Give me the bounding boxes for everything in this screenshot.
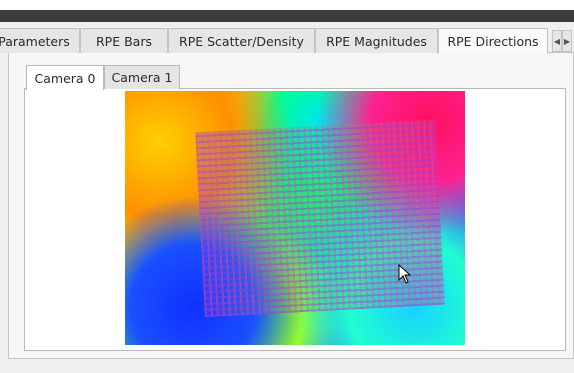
- scroll-left[interactable]: ◀: [552, 30, 562, 52]
- tab[interactable]: RPE Magnitudes: [315, 28, 438, 53]
- tab[interactable]: Parameters: [0, 28, 80, 53]
- tab[interactable]: RPE Bars: [80, 28, 168, 53]
- title-area: [0, 0, 574, 10]
- subtab[interactable]: Camera 1: [104, 65, 180, 89]
- tab-selected[interactable]: RPE Directions: [438, 28, 548, 54]
- mouse-cursor: [398, 264, 412, 284]
- scroll-right[interactable]: ▶: [562, 30, 572, 52]
- subtab-selected[interactable]: Camera 0: [26, 65, 104, 90]
- arrow-field: [195, 120, 444, 317]
- toolbar: [0, 10, 574, 22]
- tab[interactable]: RPE Scatter/Density: [168, 28, 315, 53]
- rpe-direction-image: [125, 91, 465, 345]
- window: Parameters RPE Bars RPE Scatter/Density …: [0, 0, 574, 373]
